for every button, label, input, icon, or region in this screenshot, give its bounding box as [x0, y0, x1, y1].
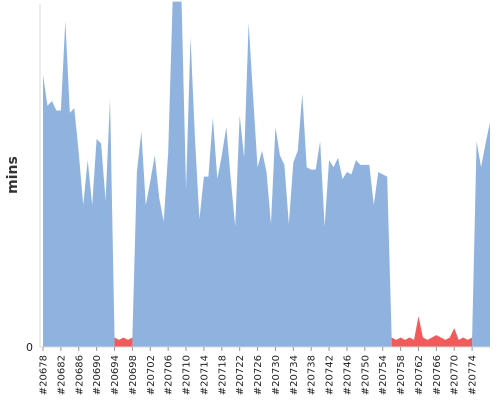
x-axis-ticks: #20678 #20682 #20686 #20690 #20694 #20698 #207…: [39, 347, 479, 395]
x-tick-label: #20754: [378, 355, 389, 395]
x-tick-label: #20730: [271, 355, 282, 395]
x-tick-label: #20766: [432, 355, 443, 395]
x-tick-label: #20682: [56, 355, 67, 395]
success-area-0: [43, 20, 115, 348]
x-tick-label: #20678: [39, 355, 50, 395]
x-tick-label: #20770: [450, 355, 461, 395]
x-tick-label: #20750: [360, 355, 371, 395]
y-axis-ticks: 0: [26, 341, 33, 354]
x-tick-label: #20762: [414, 355, 425, 395]
x-tick-label: #20694: [110, 355, 121, 395]
x-tick-label: #20710: [182, 355, 193, 395]
x-tick-label: #20702: [146, 355, 157, 395]
success-area-2: [472, 122, 490, 347]
x-tick-label: #20758: [396, 355, 407, 395]
x-tick-label: #20734: [289, 355, 300, 395]
success-area-1: [132, 1, 392, 347]
x-tick-label: #20706: [164, 355, 175, 395]
x-tick-label: #20726: [253, 355, 264, 395]
x-tick-label: #20690: [92, 355, 103, 395]
y-axis-title: mins: [5, 156, 21, 194]
x-tick-label: #20686: [74, 355, 85, 395]
series-areas: [43, 1, 490, 348]
failure-area-1: [391, 316, 473, 347]
failure-area-0: [114, 337, 133, 347]
x-tick-label: #20698: [128, 355, 139, 395]
x-tick-label: #20738: [307, 355, 318, 395]
y-tick-label: 0: [26, 341, 33, 354]
x-tick-label: #20746: [342, 355, 353, 395]
x-tick-label: #20774: [468, 355, 479, 395]
x-tick-label: #20714: [199, 355, 210, 395]
x-tick-label: #20722: [235, 355, 246, 395]
x-tick-label: #20742: [325, 355, 336, 395]
x-tick-label: #20718: [217, 355, 228, 395]
